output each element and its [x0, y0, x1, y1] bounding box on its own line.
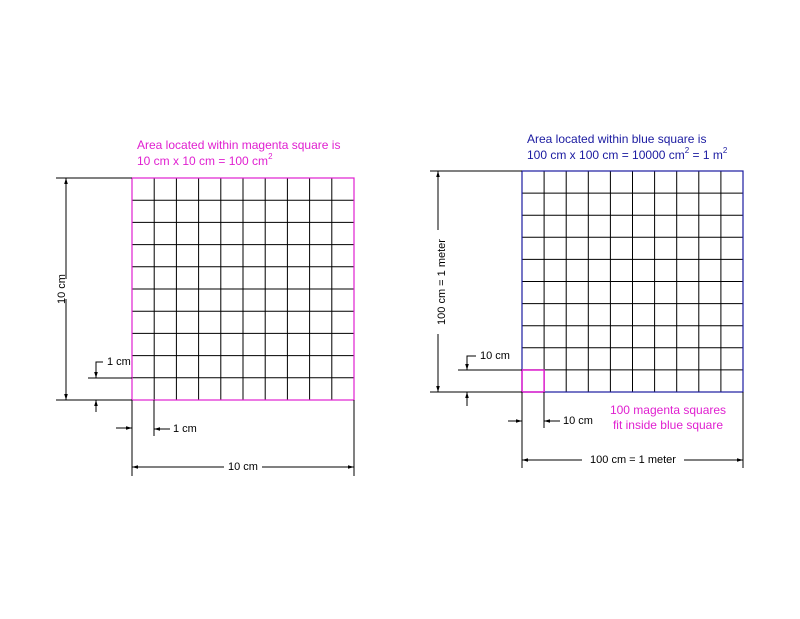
note-2: fit inside blue square — [613, 418, 723, 432]
left-title-2: 10 cm x 10 cm = 100 cm2 — [137, 152, 273, 168]
right-title-1: Area located within blue square is — [527, 132, 706, 146]
left-small-vertical-label: 1 cm — [107, 356, 131, 368]
square-outline — [131, 177, 355, 401]
right-figure: Area located within blue square is 100 c… — [430, 132, 744, 468]
right-side-label: 100 cm = 1 meter — [436, 239, 448, 325]
note-1: 100 magenta squares — [610, 403, 726, 417]
left-small-horizontal-label: 1 cm — [173, 423, 197, 435]
right-small-vertical-label: 10 cm — [480, 350, 510, 362]
left-side-label: 10 cm — [56, 274, 68, 304]
right-small-horizontal-label: 10 cm — [563, 415, 593, 427]
grids — [131, 170, 744, 401]
left-figure: Area located within magenta square is 10… — [56, 138, 355, 476]
square-outline — [521, 170, 744, 393]
left-title-1: Area located within magenta square is — [137, 138, 340, 152]
right-bottom-label: 100 cm = 1 meter — [590, 454, 676, 466]
left-bottom-label: 10 cm — [228, 461, 258, 473]
right-title-2: 100 cm x 100 cm = 10000 cm2 = 1 m2 — [527, 146, 728, 162]
magenta-cell — [521, 369, 545, 393]
